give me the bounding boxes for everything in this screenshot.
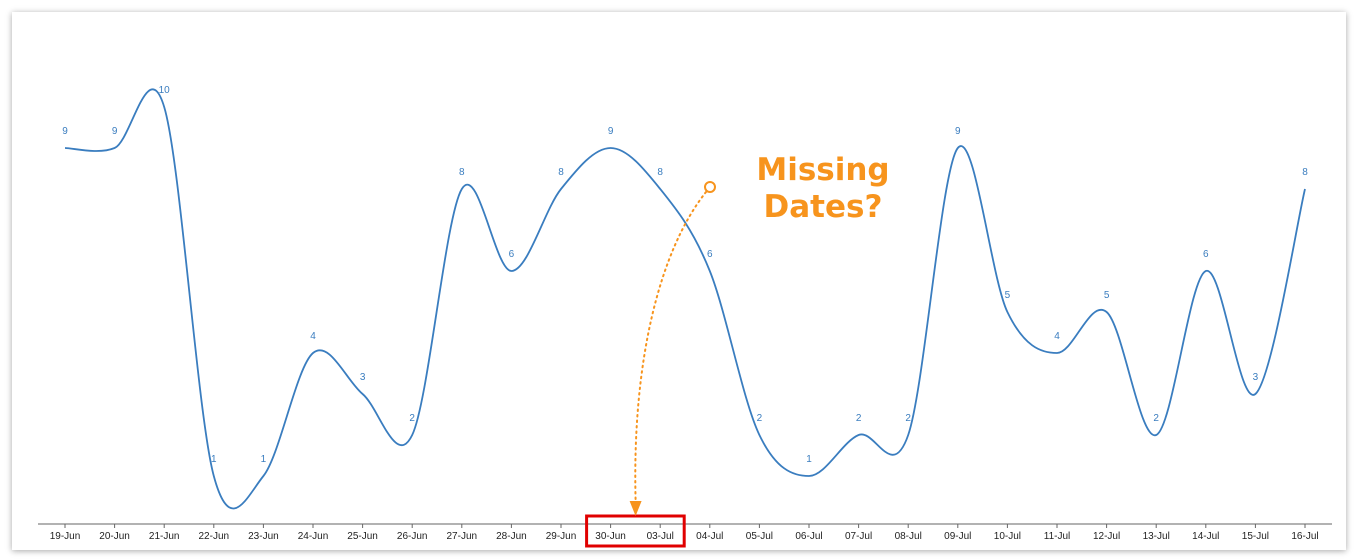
highlight-box — [585, 514, 686, 548]
x-tick-label: 08-Jul — [895, 531, 922, 542]
data-label: 9 — [62, 126, 68, 137]
x-tick-label: 19-Jun — [50, 531, 81, 542]
data-label: 3 — [360, 372, 366, 383]
data-label: 9 — [955, 126, 961, 137]
data-label: 4 — [310, 331, 316, 342]
data-label: 2 — [1153, 413, 1159, 424]
data-label: 2 — [905, 413, 911, 424]
x-tick-label: 03-Jul — [647, 531, 674, 542]
x-tick-label: 09-Jul — [944, 531, 971, 542]
annotation-text: Missing — [756, 152, 889, 188]
x-tick-label: 20-Jun — [99, 531, 130, 542]
data-label: 9 — [112, 126, 118, 137]
data-label: 6 — [509, 249, 515, 260]
annotation-origin-circle — [704, 181, 716, 193]
x-tick-label: 22-Jun — [199, 531, 230, 542]
data-label: 1 — [261, 454, 267, 465]
data-label: 9 — [608, 126, 614, 137]
data-label: 5 — [1005, 290, 1011, 301]
x-tick-label: 11-Jul — [1044, 531, 1071, 542]
x-tick-label: 07-Jul — [845, 531, 872, 542]
series-line — [64, 88, 1306, 510]
data-label: 8 — [459, 167, 465, 178]
x-tick-label: 12-Jul — [1093, 531, 1120, 542]
x-tick-label: 21-Jun — [149, 531, 180, 542]
data-label: 2 — [856, 413, 862, 424]
data-label: 2 — [757, 413, 763, 424]
x-tick-label: 25-Jun — [347, 531, 378, 542]
data-label: 5 — [1104, 290, 1110, 301]
x-tick-label: 14-Jul — [1192, 531, 1219, 542]
x-tick-label: 16-Jul — [1291, 531, 1318, 542]
x-tick-label: 30-Jun — [595, 531, 626, 542]
x-tick-label: 23-Jun — [248, 531, 279, 542]
data-label: 2 — [409, 413, 415, 424]
data-label: 8 — [657, 167, 663, 178]
annotation-arrowhead-icon — [629, 501, 642, 516]
x-tick-label: 24-Jun — [298, 531, 329, 542]
x-tick-label: 04-Jul — [696, 531, 723, 542]
data-label: 8 — [558, 167, 564, 178]
x-tick-label: 28-Jun — [496, 531, 527, 542]
x-tick-label: 15-Jul — [1242, 531, 1269, 542]
x-tick-label: 26-Jun — [397, 531, 428, 542]
x-tick-label: 13-Jul — [1143, 531, 1170, 542]
x-tick-label: 05-Jul — [746, 531, 773, 542]
data-label: 10 — [159, 85, 171, 96]
x-tick-label: 29-Jun — [546, 531, 577, 542]
data-label: 6 — [1203, 249, 1209, 260]
x-tick-label: 27-Jun — [447, 531, 478, 542]
x-tick-label: 06-Jul — [795, 531, 822, 542]
data-label: 1 — [806, 454, 812, 465]
chart-frame — [12, 12, 1346, 550]
annotation-text: Dates? — [764, 189, 883, 225]
data-label: 4 — [1054, 331, 1060, 342]
data-label: 1 — [211, 454, 217, 465]
data-label: 6 — [707, 249, 713, 260]
data-label: 3 — [1253, 372, 1259, 383]
x-tick-label: 10-Jul — [994, 531, 1021, 542]
data-label: 8 — [1302, 167, 1308, 178]
